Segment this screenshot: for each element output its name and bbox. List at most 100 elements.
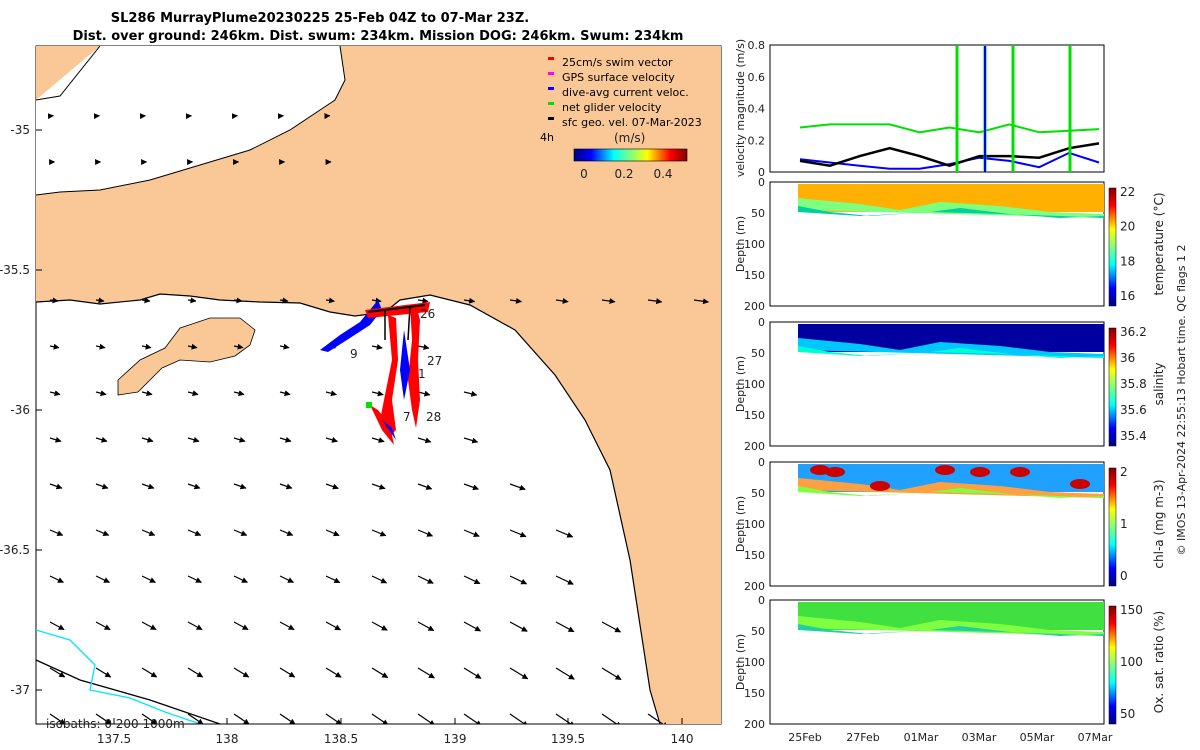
map-y-tick-label: -35 — [10, 123, 30, 137]
sfc-vel-arrow — [95, 297, 105, 304]
depth-tick: 200 — [744, 580, 765, 593]
sfc-vel-arrow — [555, 529, 574, 538]
velocity-y-tick: 0.8 — [748, 39, 766, 52]
sfc-vel-arrow — [555, 667, 575, 680]
sfc-vel-arrow — [187, 343, 198, 350]
sfc-vel-arrow — [601, 621, 622, 633]
depth-tick: 150 — [744, 409, 765, 422]
sfc-vel-arrow — [187, 483, 201, 490]
section-panel-2: 0 50 100 150 200 Depth (m) 36.2 36 35.8 35.6 35.4 s… — [734, 316, 1166, 453]
sfc-vel-arrow — [325, 529, 340, 537]
sfc-vel-arrow — [233, 436, 246, 443]
colorbar-label: chl-a (mg m-3) — [1152, 479, 1166, 568]
legend-swim: 25cm/s swim vector — [562, 56, 673, 69]
sfc-vel-arrow — [463, 575, 481, 585]
legend-4h: 4h — [540, 131, 554, 144]
sfc-vel-arrow — [233, 713, 250, 724]
colorbar-label: Ox. sat. ratio (%) — [1152, 611, 1166, 713]
map-cb-tick-1: 0.2 — [614, 167, 633, 181]
map-x-tick-label: 139.5 — [551, 732, 585, 746]
sfc-vel-arrow — [279, 436, 292, 443]
colorbar-tick: 1 — [1120, 517, 1128, 531]
sfc-vel-arrow — [279, 713, 296, 724]
sfc-vel-arrow — [141, 483, 155, 490]
legend-net: net glider velocity — [562, 101, 662, 114]
sfc-vel-arrow — [141, 575, 156, 583]
sfc-vel-arrow — [463, 390, 478, 397]
sfc-vel-arrow — [463, 621, 482, 632]
colorbar-tick: 2 — [1120, 465, 1128, 479]
map-y-tick-label: -36.5 — [0, 543, 30, 557]
sfc-vel-arrow — [371, 621, 388, 631]
depth-tick: 100 — [744, 518, 765, 531]
track-label: 1 — [418, 367, 426, 381]
sfc-vel-arrow — [509, 483, 526, 491]
time-tick-label: 01Mar — [904, 731, 939, 744]
depth-tick: 150 — [744, 549, 765, 562]
time-x-axis: 25Feb 27Feb 01Mar 03Mar 05Mar 07Mar — [788, 731, 1113, 744]
chl-patch — [1070, 479, 1090, 489]
glider-track — [320, 300, 430, 445]
sfc-vel-arrow — [555, 713, 576, 724]
sfc-vel-arrow — [279, 529, 294, 536]
sfc-vel-arrow — [95, 621, 111, 631]
time-tick-label: 05Mar — [1020, 731, 1055, 744]
depth-axis-label: Depth (m) — [734, 356, 747, 412]
section-data-mid — [798, 616, 1104, 636]
sfc-vel-arrow — [325, 390, 337, 397]
depth-tick: 0 — [758, 316, 765, 329]
sfc-vel-arrow — [279, 297, 289, 304]
section-data-lower — [798, 346, 1104, 358]
surface-velocity-arrows — [47, 113, 709, 724]
map-x-tick-label: 138 — [216, 732, 239, 746]
sfc-vel-arrow — [187, 390, 199, 397]
map-x-axis: 137.5 138 138.5 139 139.5 140 — [97, 718, 693, 746]
map-cb-tick-2: 0.4 — [653, 167, 672, 181]
sfc-vel-arrow — [371, 575, 388, 584]
chl-patch — [935, 465, 955, 475]
sfc-vel-arrow — [417, 483, 433, 490]
sfc-vel-arrow — [371, 390, 384, 397]
depth-tick: 0 — [758, 176, 765, 189]
time-tick-label: 07Mar — [1078, 731, 1113, 744]
sfc-vel-arrow — [601, 713, 622, 724]
velocity-series-2 — [799, 142, 1100, 168]
sfc-vel-arrow — [187, 621, 203, 631]
track-label: 27 — [427, 354, 442, 368]
colorbar-label: salinity — [1152, 362, 1166, 405]
colorbar-tick: 0 — [1120, 569, 1128, 583]
section-colorbar — [1108, 187, 1117, 307]
sfc-vel-arrow — [417, 621, 435, 632]
sfc-vel-arrow — [49, 436, 62, 443]
sfc-vel-arrow — [325, 621, 342, 631]
sfc-vel-arrow — [49, 343, 60, 350]
sfc-vel-arrow — [463, 483, 479, 491]
map-y-tick-label: -35.5 — [0, 263, 30, 277]
velocity-ylabel: velocity magnitude (m/s) — [734, 39, 747, 177]
velocity-y-axis: 0 0.2 0.4 0.6 0.8 — [748, 39, 766, 179]
section-panel-1: 0 50 100 150 200 Depth (m) 22 20 18 16 temperature… — [734, 176, 1166, 313]
isobaths-label: isobaths: 0 200 1000m — [46, 717, 185, 731]
sfc-vel-arrow — [463, 667, 482, 679]
sfc-vel-arrow — [95, 483, 109, 490]
chl-patch — [970, 467, 990, 477]
sfc-vel-arrow — [279, 621, 295, 631]
colorbar-tick: 150 — [1120, 603, 1143, 617]
depth-tick: 200 — [744, 300, 765, 313]
section-data-lower — [798, 206, 1104, 218]
sfc-vel-arrow — [371, 483, 386, 490]
sfc-vel-arrow — [141, 390, 153, 397]
map-x-tick-label: 139 — [444, 732, 467, 746]
section-colorbar — [1108, 467, 1117, 587]
track-label: 26 — [420, 307, 435, 321]
sfc-vel-arrow — [417, 575, 434, 584]
colorbar-tick: 35.8 — [1120, 377, 1147, 391]
colorbar-tick: 36 — [1120, 351, 1135, 365]
velocity-y-tick: 0.4 — [748, 103, 766, 116]
sfc-vel-arrow — [141, 343, 152, 350]
sfc-vel-arrow — [371, 437, 385, 443]
sfc-vel-arrow — [187, 529, 202, 536]
sfc-vel-arrow — [509, 713, 529, 724]
sfc-vel-arrow — [325, 436, 338, 443]
